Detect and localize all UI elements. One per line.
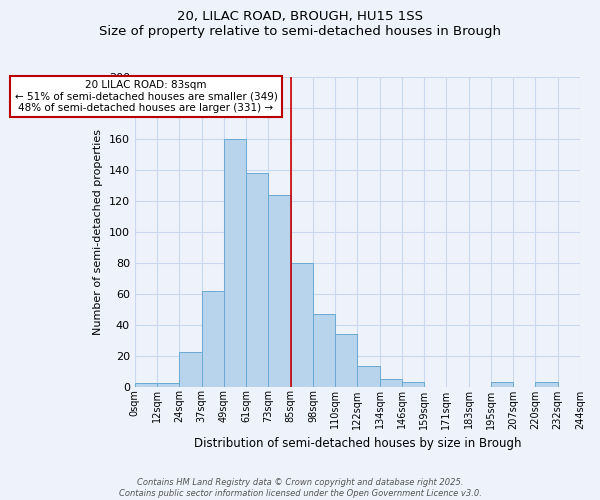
Bar: [179, 352, 202, 386]
Bar: [202, 290, 224, 386]
Bar: [491, 382, 513, 386]
Y-axis label: Number of semi-detached properties: Number of semi-detached properties: [93, 129, 103, 335]
Bar: [335, 334, 358, 386]
Text: 20 LILAC ROAD: 83sqm
← 51% of semi-detached houses are smaller (349)
48% of semi: 20 LILAC ROAD: 83sqm ← 51% of semi-detac…: [14, 80, 277, 114]
Bar: [246, 173, 268, 386]
Bar: [535, 382, 558, 386]
Text: 20, LILAC ROAD, BROUGH, HU15 1SS
Size of property relative to semi-detached hous: 20, LILAC ROAD, BROUGH, HU15 1SS Size of…: [99, 10, 501, 38]
Bar: [224, 139, 246, 386]
Bar: [313, 314, 335, 386]
Bar: [157, 384, 179, 386]
Bar: [268, 194, 290, 386]
Bar: [402, 382, 424, 386]
Bar: [380, 379, 402, 386]
Bar: [290, 262, 313, 386]
Text: Contains HM Land Registry data © Crown copyright and database right 2025.
Contai: Contains HM Land Registry data © Crown c…: [119, 478, 481, 498]
X-axis label: Distribution of semi-detached houses by size in Brough: Distribution of semi-detached houses by …: [194, 437, 521, 450]
Bar: [135, 384, 157, 386]
Bar: [358, 366, 380, 386]
